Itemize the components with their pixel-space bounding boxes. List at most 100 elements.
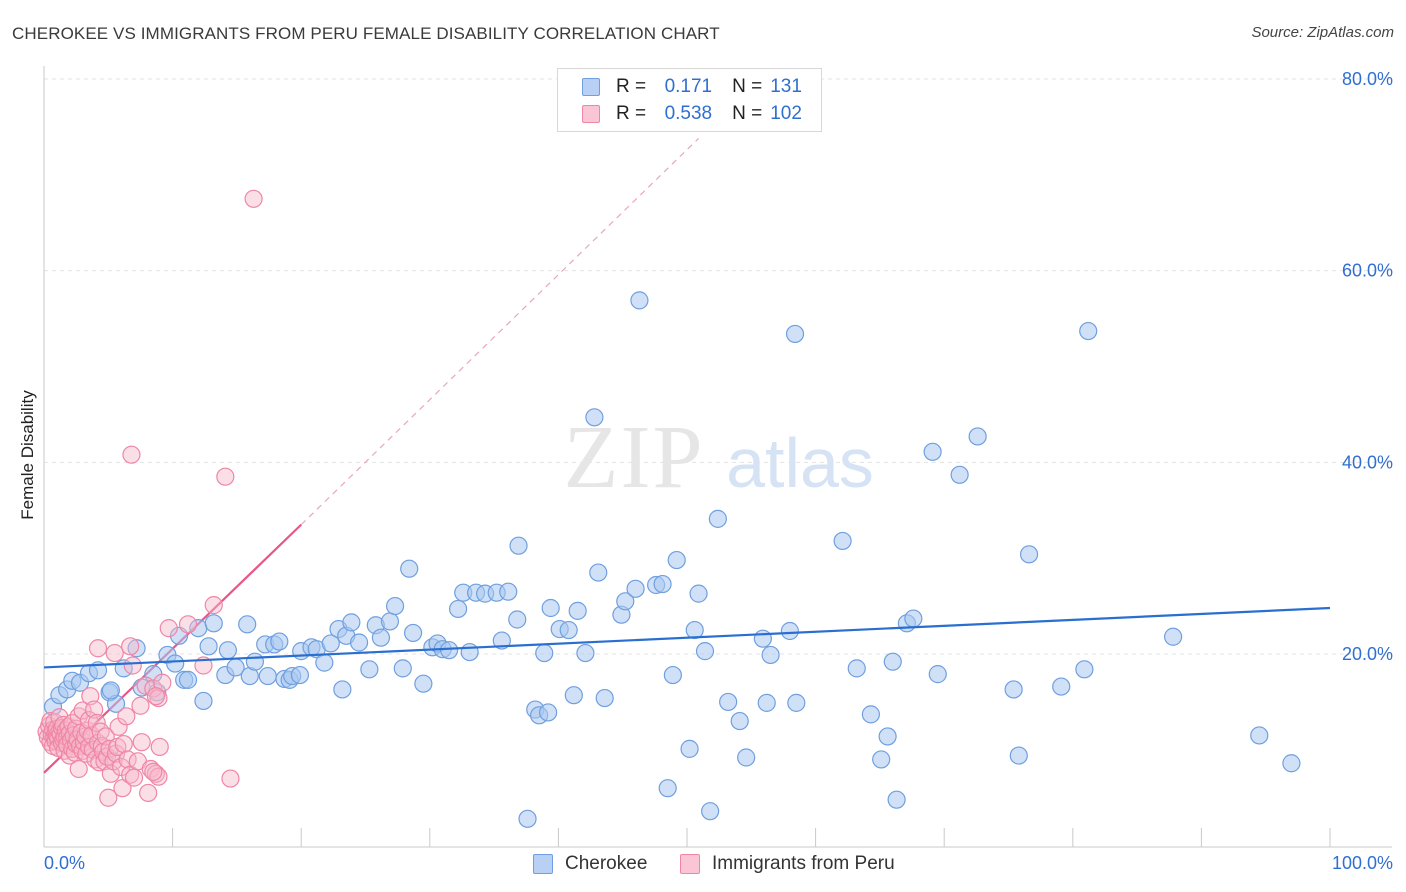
cherokee-point (101, 681, 120, 700)
cherokee-point (695, 642, 715, 661)
cherokee-point (883, 652, 902, 671)
peru-point (117, 707, 136, 726)
cherokee-point (371, 628, 391, 647)
cherokee-point (568, 601, 587, 620)
cherokee-point (204, 614, 223, 633)
cherokee-point (539, 703, 558, 722)
cherokee-point (630, 291, 649, 310)
cherokee-point (719, 692, 738, 712)
peru-point (178, 615, 198, 634)
n-label: N = (732, 76, 763, 97)
cherokee-point (518, 809, 537, 828)
correlation-legend: R = 0.171 N = 131 R = 0.538 N = 102 (557, 68, 822, 132)
cherokee-point (585, 408, 604, 427)
grid-lines (44, 78, 1392, 655)
cherokee-point (238, 615, 257, 634)
cherokee-point (400, 559, 419, 578)
cherokee-point (380, 612, 400, 631)
legend-label: Cherokee (565, 853, 648, 874)
source-label: Source: ZipAtlas.com (1251, 24, 1394, 41)
cherokee-point (414, 674, 433, 693)
cherokee-swatch (582, 78, 600, 96)
watermark-zip: ZIP (564, 408, 705, 507)
cherokee-point (403, 623, 423, 643)
cherokee-point (667, 550, 686, 570)
legend-row-cherokee: R = 0.171 N = 131 (582, 75, 802, 99)
cherokee-point (753, 629, 772, 648)
trend-line-cherokee (43, 606, 1331, 669)
y-tick-label: 20.0% (1342, 644, 1393, 664)
cherokee-point (460, 642, 479, 662)
cherokee-point (360, 660, 379, 679)
peru-point (85, 700, 104, 719)
peru-point (244, 189, 263, 208)
peru-swatch (680, 854, 700, 874)
legend-item-cherokee: Cherokee (533, 852, 647, 876)
cherokee-point (595, 688, 614, 708)
cherokee-point (349, 633, 369, 652)
peru-point (122, 445, 141, 464)
watermark-atlas: atlas (726, 424, 874, 502)
cherokee-point (861, 705, 880, 724)
peru-point (204, 596, 223, 615)
cherokee-point (492, 631, 511, 650)
r-value: 0.538 (664, 103, 713, 124)
peru-point (69, 759, 88, 779)
cherokee-point (904, 609, 923, 628)
cherokee-point (290, 665, 310, 685)
peru-point (221, 769, 240, 788)
cherokee-point (1282, 754, 1301, 773)
cherokee-point (887, 790, 906, 809)
cherokee-trend-line (43, 606, 1331, 669)
cherokee-point (757, 693, 776, 712)
cherokee-point (1019, 545, 1039, 564)
cherokee-point (321, 634, 340, 653)
cherokee-point (616, 592, 635, 611)
cherokee-point (1004, 680, 1023, 699)
peru-point (123, 656, 142, 675)
cherokee-point (535, 643, 554, 663)
chart-title: CHEROKEE VS IMMIGRANTS FROM PERU FEMALE … (12, 24, 720, 43)
cherokee-point (1250, 726, 1269, 745)
cherokee-point (439, 641, 459, 660)
y-tick-label: 80.0% (1342, 69, 1393, 89)
n-label: N = (732, 103, 763, 124)
cherokee-point (393, 659, 412, 678)
peru-point (144, 762, 163, 781)
peru-point (124, 768, 144, 787)
peru-point (132, 733, 151, 752)
x-tick-label: 0.0% (44, 853, 85, 873)
cherokee-point (928, 665, 947, 684)
peru-point (81, 687, 100, 706)
peru-point (113, 779, 132, 798)
cherokee-point (701, 802, 720, 821)
cherokee-point (541, 598, 560, 618)
peru-point (131, 696, 150, 715)
cherokee-point (576, 643, 595, 663)
cherokee-point (663, 665, 682, 685)
legend-label: Immigrants from Peru (712, 853, 895, 874)
cherokee-point (833, 531, 852, 551)
cherokee-point (1164, 627, 1183, 646)
peru-point (105, 643, 124, 663)
cherokee-point (730, 711, 749, 731)
cherokee-point (509, 536, 528, 555)
cherokee-point (780, 621, 799, 641)
peru-point (149, 688, 168, 708)
cherokee-point (680, 739, 699, 758)
cherokee-point (847, 659, 866, 678)
peru-point (87, 713, 106, 733)
cherokee-point (1075, 660, 1094, 679)
cherokee-point (245, 652, 265, 671)
peru-point (114, 734, 133, 754)
y-tick-label: 40.0% (1342, 452, 1393, 472)
cherokee-point (508, 610, 527, 629)
peru-point (216, 467, 235, 486)
axes (43, 66, 1392, 848)
x-tick-label: 100.0% (1332, 853, 1393, 873)
cherokee-point (127, 639, 146, 658)
cherokee-swatch (533, 854, 553, 874)
cherokee-point (194, 691, 213, 711)
cherokee-point (708, 509, 727, 528)
